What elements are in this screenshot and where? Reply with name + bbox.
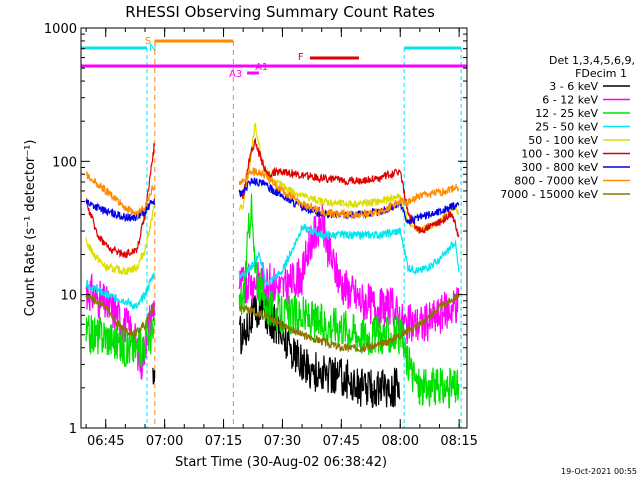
y-tick-label: 1: [69, 422, 77, 437]
interval-markers: NSFA1A3: [81, 36, 467, 428]
series-lines: [85, 122, 460, 409]
y-tick-label: 10: [60, 289, 77, 304]
y-tick-label: 1000: [44, 22, 77, 37]
x-axis-ticks: 06:45 07:00 07:15 07:30 07:45 08:00 08:15: [85, 28, 478, 449]
legend-header-line-1: Det 1,3,4,5,6,9,: [549, 54, 635, 67]
interval-label: N: [149, 43, 156, 54]
legend-entry-label: 100 - 300 keV: [521, 148, 598, 161]
legend-entry-label: 12 - 25 keV: [535, 107, 598, 120]
interval-label: F: [298, 52, 304, 63]
x-tick-label: 07:30: [264, 434, 301, 449]
interval-label: S: [145, 36, 151, 47]
x-tick-label: 07:15: [205, 434, 242, 449]
series-line-5: [85, 137, 460, 259]
x-axis-label: Start Time (30-Aug-02 06:38:42): [175, 455, 387, 470]
x-tick-label: 08:00: [382, 434, 419, 449]
legend-entry-label: 3 - 6 keV: [549, 80, 598, 93]
render-timestamp: 19-Oct-2021 00:55: [561, 467, 637, 476]
y-tick-label: 100: [52, 155, 77, 170]
plot-frame: [80, 27, 468, 429]
legend-entry-label: 6 - 12 keV: [542, 94, 598, 107]
series-line-2: [85, 193, 460, 409]
series-line-3: [85, 223, 460, 310]
y-axis-ticks: 1 10 100 1000: [44, 22, 467, 437]
series-line-7: [85, 167, 460, 220]
series-line-8: [85, 292, 460, 354]
plot-area: NSFA1A3 06:4507:0007:1507:3007:4508:0008…: [44, 22, 478, 449]
legend-header-line-2: FDecim 1: [575, 67, 627, 80]
x-tick-label: 08:15: [440, 434, 477, 449]
interval-label: A3: [229, 69, 242, 80]
x-tick-label: 07:45: [323, 434, 360, 449]
legend-entry-label: 300 - 800 keV: [521, 161, 598, 174]
legend-entry-label: 50 - 100 keV: [528, 134, 598, 147]
legend-entry-label: 800 - 7000 keV: [514, 175, 598, 188]
legend-entry-label: 25 - 50 keV: [535, 121, 598, 134]
y-axis-label: Count Rate (s⁻¹ detector⁻¹): [23, 140, 38, 317]
legend-entry-label: 7000 - 15000 keV: [500, 188, 598, 201]
x-tick-label: 07:00: [146, 434, 183, 449]
chart-title: RHESSI Observing Summary Count Rates: [125, 3, 435, 21]
x-tick-label: 06:45: [87, 434, 124, 449]
